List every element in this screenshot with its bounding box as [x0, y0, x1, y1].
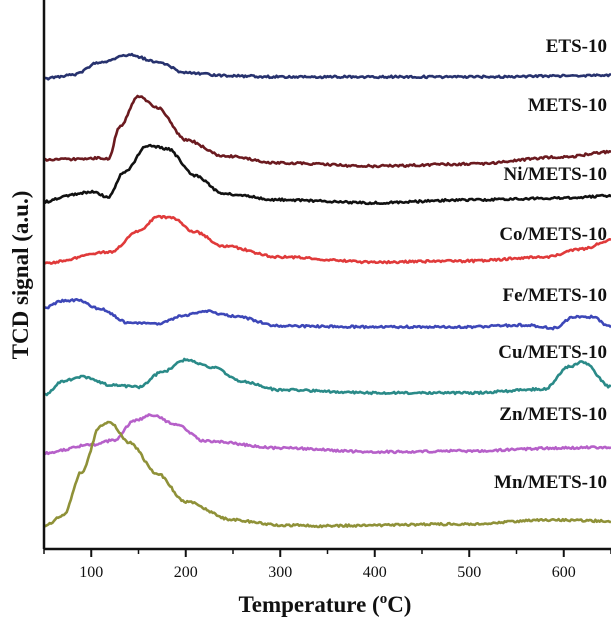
- series-line-fe-mets-10: [43, 298, 611, 331]
- series-labels-group: ETS-10 METS-10 Ni/METS-10 Co/METS-10 Fe/METS…: [494, 36, 607, 493]
- plot-series-group: [42, 52, 611, 529]
- series-label-zn-mets-10: Zn/METS-10: [499, 404, 607, 425]
- series-line-ets-10: [43, 52, 611, 81]
- axes-group: [42, 0, 611, 551]
- series-line-mets-10: [43, 94, 611, 169]
- x-tick-label: 200: [174, 564, 198, 581]
- series-line-co-mets-10: [43, 214, 611, 265]
- x-tick-label: 100: [79, 564, 103, 581]
- series-label-mn-mets-10: Mn/METS-10: [494, 472, 607, 493]
- x-tick-label: 300: [268, 564, 292, 581]
- series-line-mn-mets-10: [43, 420, 611, 529]
- series-label-fe-mets-10: Fe/METS-10: [503, 285, 608, 306]
- x-tick-label: 500: [457, 564, 481, 581]
- x-ticks-group: 100 200 300 400 500 600: [43, 549, 611, 581]
- x-tick-label: 600: [552, 564, 576, 581]
- series-label-co-mets-10: Co/METS-10: [499, 224, 607, 245]
- series-label-cu-mets-10: Cu/METS-10: [498, 342, 607, 363]
- series-label-mets-10: METS-10: [528, 95, 607, 116]
- series-label-ni-mets-10: Ni/METS-10: [504, 164, 607, 185]
- series-line-zn-mets-10: [42, 413, 611, 456]
- series-label-ets-10: ETS-10: [546, 36, 607, 57]
- y-axis-title: TCD signal (a.u.): [8, 191, 33, 360]
- series-line-ni-mets-10: [42, 143, 611, 206]
- series-line-cu-mets-10: [44, 357, 611, 397]
- x-tick-label: 400: [363, 564, 387, 581]
- x-axis-title: Temperature (oC): [239, 591, 412, 617]
